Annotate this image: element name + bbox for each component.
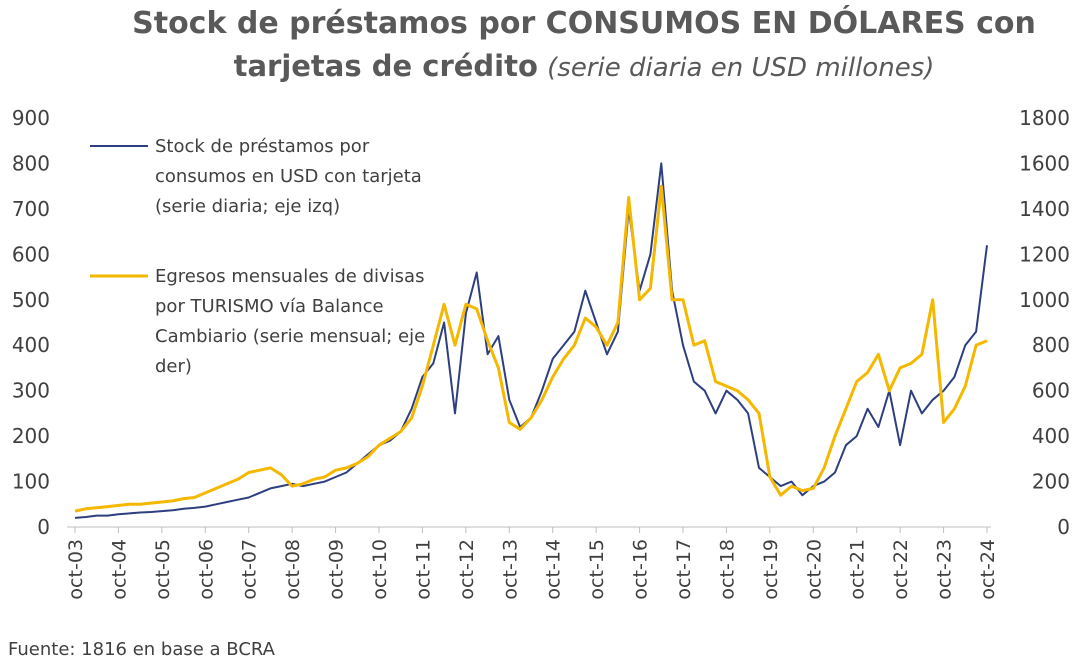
legend-line: Egresos mensuales de divisas <box>155 266 424 287</box>
chart-title: tarjetas de crédito <box>234 49 538 83</box>
y-tick-label: 100 <box>12 470 50 494</box>
x-tick-label: oct-07 <box>239 539 261 600</box>
x-tick-label: oct-22 <box>890 539 912 600</box>
y-tick-label: 300 <box>12 379 50 403</box>
legend-line: Stock de préstamos por <box>155 136 370 157</box>
x-tick-label: oct-23 <box>934 539 956 600</box>
y2-tick-label: 600 <box>1032 379 1070 403</box>
x-tick-label: oct-09 <box>326 539 348 600</box>
y-tick-label: 900 <box>12 106 50 130</box>
x-tick-label: oct-04 <box>108 539 130 600</box>
chart-subtitle: (serie diaria en USD millones) <box>547 53 934 83</box>
x-tick-label: oct-17 <box>673 539 695 600</box>
y2-tick-label: 1800 <box>1019 106 1070 130</box>
y2-tick-label: 1000 <box>1019 288 1070 312</box>
legend-label: Stock de préstamos por consumos en USD co… <box>155 136 422 217</box>
series-line <box>74 184 988 513</box>
y2-tick-label: 800 <box>1032 333 1070 357</box>
y2-tick-label: 1200 <box>1019 242 1070 266</box>
x-tick-label: oct-13 <box>499 539 521 600</box>
legend-line: (serie diaria; eje izq) <box>155 196 340 217</box>
x-tick-label: oct-05 <box>152 539 174 600</box>
y2-tick-label: 200 <box>1032 470 1070 494</box>
x-tick-label: oct-10 <box>369 539 391 600</box>
y-tick-label: 400 <box>12 333 50 357</box>
y-tick-label: 0 <box>37 515 50 539</box>
x-tick-label: oct-03 <box>65 539 87 600</box>
x-tick-label: oct-06 <box>195 539 217 600</box>
legend-line: consumos en USD con tarjeta <box>155 166 422 187</box>
source: Fuente: 1816 en base a BCRA <box>8 639 276 660</box>
y-tick-label: 800 <box>12 151 50 175</box>
x-tick-label: oct-21 <box>847 539 869 600</box>
legend-line: por TURISMO vía Balance <box>155 296 384 317</box>
x-tick-label: oct-18 <box>716 539 738 600</box>
chart-title: tarjetas de crédito (serie diaria en USD… <box>234 49 935 83</box>
x-tick-label: oct-08 <box>282 539 304 600</box>
x-tick-label: oct-16 <box>630 539 652 600</box>
chart-title: Stock de préstamos por CONSUMOS EN DÓLAR… <box>132 4 1036 41</box>
x-tick-label: oct-12 <box>456 539 478 600</box>
y-tick-label: 200 <box>12 424 50 448</box>
legend-line: der) <box>155 356 192 377</box>
y-tick-label: 600 <box>12 242 50 266</box>
y-tick-label: 500 <box>12 288 50 312</box>
x-tick-label: oct-24 <box>977 539 999 600</box>
y2-tick-label: 1600 <box>1019 151 1070 175</box>
x-tick-label: oct-14 <box>543 539 565 600</box>
x-tick-label: oct-15 <box>586 539 608 600</box>
y-tick-label: 700 <box>12 197 50 221</box>
x-tick-label: oct-20 <box>803 539 825 600</box>
legend-line: Cambiario (serie mensual; eje <box>155 326 425 347</box>
x-tick-label: oct-19 <box>760 539 782 600</box>
y2-tick-label: 1400 <box>1019 197 1070 221</box>
y2-tick-label: 400 <box>1032 424 1070 448</box>
legend-label: Egresos mensuales de divisas por TURISMO … <box>155 266 425 377</box>
y2-tick-label: 0 <box>1057 515 1070 539</box>
x-tick-label: oct-11 <box>412 539 434 600</box>
